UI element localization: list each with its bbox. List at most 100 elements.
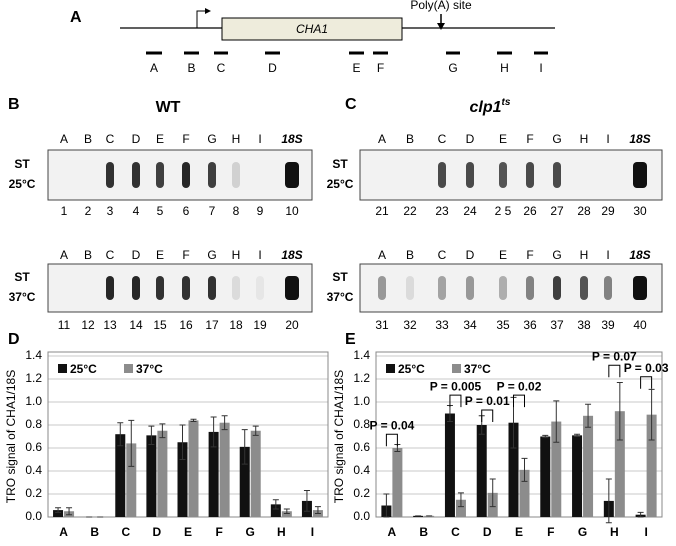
lane-number: 10	[285, 204, 299, 218]
band	[580, 276, 588, 300]
lane-number: 38	[577, 318, 591, 332]
lane-label: F	[182, 132, 189, 146]
bar	[239, 446, 250, 517]
condition: ST	[332, 270, 348, 284]
lane-label: G	[552, 248, 561, 262]
legend-swatch	[386, 364, 395, 373]
probe-label: E	[352, 61, 360, 75]
polya-arrowhead	[437, 23, 445, 30]
lane-number: 7	[209, 204, 216, 218]
legend-swatch	[452, 364, 461, 373]
lane-number: 33	[435, 318, 449, 332]
band	[553, 276, 561, 300]
legend-label: 25°C	[398, 362, 425, 376]
condition: ST	[332, 157, 348, 171]
lane-label: C	[106, 248, 115, 262]
band	[526, 162, 534, 188]
bar	[646, 414, 657, 517]
lane-label: C	[106, 132, 115, 146]
lane-number: 9	[257, 204, 264, 218]
error-bar	[383, 493, 390, 518]
band	[182, 162, 190, 188]
band	[182, 276, 190, 300]
bar	[424, 515, 435, 517]
y-tick-label: 1.4	[353, 348, 370, 362]
band	[499, 162, 507, 188]
y-tick-label: 1.0	[25, 394, 42, 408]
significance-bracket	[481, 409, 494, 423]
y-tick-label: 0.6	[353, 440, 370, 454]
lane-number: 2	[85, 204, 92, 218]
x-tick-label: E	[184, 525, 192, 539]
bar	[208, 431, 219, 517]
error-bar	[637, 511, 644, 518]
bar	[126, 443, 137, 517]
lane-label: H	[580, 248, 589, 262]
bar	[115, 434, 126, 517]
panel-label: A	[70, 9, 82, 26]
lane-label: D	[132, 248, 141, 262]
lane-number: 6	[183, 204, 190, 218]
bar	[146, 435, 157, 517]
lane-number: 30	[633, 204, 647, 218]
band	[438, 276, 446, 300]
lane-label: H	[232, 132, 241, 146]
lane-number: 34	[463, 318, 477, 332]
band	[256, 276, 264, 300]
band	[633, 162, 647, 188]
y-tick-label: 1.2	[353, 371, 370, 385]
bar	[444, 413, 455, 517]
lane-number: 39	[601, 318, 615, 332]
lane-label: E	[499, 132, 507, 146]
y-tick-label: 0.8	[353, 417, 370, 431]
y-tick-label: 0.0	[25, 509, 42, 523]
band	[232, 276, 240, 300]
lane-label: B	[406, 248, 414, 262]
x-tick-label: C	[451, 525, 460, 539]
lane-number: 1	[61, 204, 68, 218]
lane-label: A	[378, 132, 386, 146]
plot-frame	[47, 351, 329, 518]
lane-label: C	[438, 132, 447, 146]
error-bar	[283, 508, 290, 515]
error-bar	[241, 429, 248, 465]
p-value: P = 0.07	[592, 349, 637, 363]
bar	[188, 420, 199, 517]
error-bar	[159, 423, 166, 439]
band	[406, 276, 414, 300]
x-tick-label: B	[419, 525, 428, 539]
x-tick-label: A	[59, 525, 68, 539]
y-tick-label: 0.4	[25, 463, 42, 477]
band	[232, 162, 240, 188]
x-tick-label: H	[277, 525, 286, 539]
band	[208, 276, 216, 300]
lane-label: B	[406, 132, 414, 146]
lane-label: F	[182, 248, 189, 262]
band	[604, 276, 612, 300]
title-sup: ts	[502, 97, 511, 108]
bar	[551, 421, 562, 517]
y-axis-label: TRO signal of CHA1/18S	[332, 370, 346, 503]
lane-number: 32	[403, 318, 417, 332]
x-tick-label: G	[578, 525, 587, 539]
condition: 25°C	[9, 177, 36, 191]
p-value: P = 0.04	[369, 418, 414, 432]
y-tick-label: 1.2	[25, 371, 42, 385]
error-bar	[585, 403, 592, 428]
lane-label: G	[207, 248, 216, 262]
y-axis-label: TRO signal of CHA1/18S	[4, 370, 18, 503]
p-value: P = 0.02	[497, 379, 542, 393]
lane-number: 18	[229, 318, 243, 332]
bar	[219, 422, 230, 517]
x-tick-label: C	[121, 525, 130, 539]
p-value: P = 0.005	[430, 379, 482, 393]
lane-label: C	[438, 248, 447, 262]
lane-number: 31	[375, 318, 389, 332]
error-bar	[314, 506, 321, 515]
band	[106, 276, 114, 300]
blot	[359, 263, 663, 313]
lane-label: I	[606, 132, 609, 146]
band	[156, 162, 164, 188]
x-tick-label: A	[388, 525, 397, 539]
panel-label: B	[8, 96, 20, 113]
